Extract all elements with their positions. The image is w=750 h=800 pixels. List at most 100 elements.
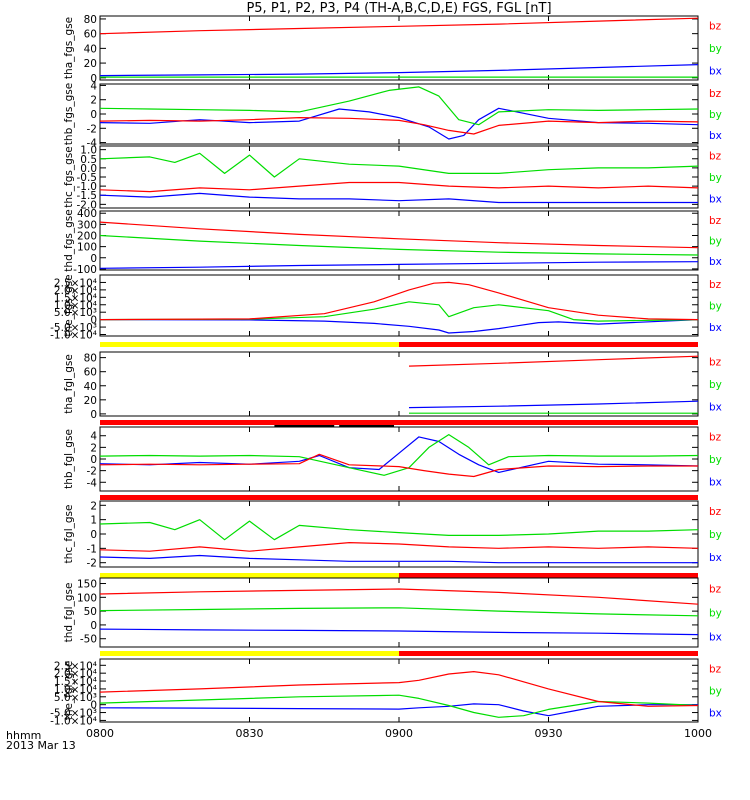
legend-by: by (709, 43, 722, 55)
legend-by: by (709, 686, 722, 698)
legend-by: by (709, 301, 722, 313)
legend-bx: bx (709, 552, 722, 564)
series-by (99, 434, 699, 476)
x-tick-label: 0800 (86, 727, 114, 740)
y-tick-label: 200 (77, 230, 97, 242)
y-tick-label: 60 (84, 29, 97, 41)
legend-bx: bx (709, 256, 722, 268)
series-by (99, 86, 699, 126)
status-bar-red (399, 651, 698, 656)
series-by (99, 234, 699, 256)
legend-bz: bz (709, 583, 722, 595)
y-tick-label: 2.5×10⁴ (54, 660, 97, 672)
time-axis-date: 2013 Mar 13 (6, 739, 76, 752)
y-tick-label: 0 (90, 620, 97, 632)
status-bar-yellow (100, 573, 399, 578)
panel-frame (99, 500, 699, 568)
legend-by: by (709, 379, 722, 391)
panel-tha_fgl_gse: 80 60 40 20 0 tha_fgl_gse bz by bx (63, 351, 722, 421)
series-bx (408, 400, 699, 409)
x-tick-label: 0830 (236, 727, 264, 740)
series-bz (99, 588, 699, 605)
status-bar-black (274, 425, 335, 427)
y-tick-label: -2 (87, 558, 97, 570)
legend-bz: bz (709, 279, 722, 291)
y-tick-label: 0 (90, 253, 97, 265)
y-tick-label: 1 (90, 515, 97, 527)
y-axis-label: thc_fgl_gse (63, 505, 75, 564)
y-axis-label: thd_fgs_gse (63, 209, 75, 271)
status-bar-red (399, 573, 698, 578)
legend-by: by (709, 608, 722, 620)
y-tick-label: -50 (80, 634, 97, 646)
y-tick-label: 2 (90, 442, 97, 454)
y-tick-label: -2 (87, 466, 97, 478)
series-bx (99, 261, 699, 269)
series-by (99, 519, 699, 541)
panel-frame (99, 15, 699, 81)
y-tick-label: 1.5×10⁴ (54, 292, 97, 304)
series-bz (99, 221, 699, 249)
legend-bx: bx (709, 130, 722, 142)
legend-bx: bx (709, 708, 722, 720)
legend-bz: bz (709, 432, 722, 444)
series-bz (99, 541, 699, 552)
series-bx (99, 628, 699, 636)
status-bar-red (100, 420, 698, 425)
y-tick-label: 60 (84, 367, 97, 379)
panel-thc_fgl_gse: 2 1 0 -1 -2 thc_fgl_gse bz by bx (63, 500, 722, 569)
y-tick-label: -2 (87, 123, 97, 135)
series-by (99, 152, 699, 178)
series-bz (99, 116, 699, 135)
legend-bx: bx (709, 65, 722, 77)
y-tick-label: 2.5×10⁴ (54, 277, 97, 289)
y-tick-label: -5.0×10³ (50, 322, 97, 334)
series-by (99, 301, 699, 322)
y-tick-label: 2.0×10⁴ (54, 668, 97, 680)
y-tick-label: -5.0×10³ (50, 708, 97, 720)
status-bar-red (100, 495, 698, 500)
y-tick-label: 1.5×10⁴ (54, 676, 97, 688)
y-tick-label: -1.0×10⁴ (50, 330, 97, 342)
series-bz (99, 281, 699, 321)
legend-bz: bz (709, 88, 722, 100)
y-tick-label: 0 (90, 700, 97, 712)
y-tick-label: 1.0×10⁴ (54, 684, 97, 696)
y-tick-label: 4 (90, 80, 97, 92)
y-tick-label: 150 (77, 579, 97, 591)
y-axis-label: tha_fgl_gse (63, 354, 75, 414)
panel-thb_fgl_gse: 420-2-4 thb_fgl_gse bz by bx (63, 426, 722, 492)
legend-bx: bx (709, 401, 722, 413)
time-axis-label: hhmm (6, 729, 42, 742)
panel-thb_fgs_gse: 4 2 0 -2 -4 thb_fgs_gse bz by bx (63, 80, 722, 149)
legend-bz: bz (709, 506, 722, 518)
legend-by: by (709, 236, 722, 248)
series-bz (408, 355, 699, 367)
y-tick-label: 2.0×10⁴ (54, 285, 97, 297)
y-tick-label: 0 (90, 109, 97, 121)
y-tick-label: 2 (90, 500, 97, 512)
panel-frame (99, 83, 699, 145)
status-bar-yellow (100, 342, 399, 347)
legend-by: by (709, 529, 722, 541)
panel-frame (99, 274, 699, 337)
series-bz (99, 453, 698, 478)
y-tick-label: 0 (90, 454, 97, 466)
legend-by: by (709, 454, 722, 466)
panel-the_fgs_gse: 2.5×10⁴2.0×10⁴1.5×10⁴1.0×10⁴5.0×10³0-5.0… (50, 274, 722, 341)
y-tick-label: 4 (90, 431, 97, 443)
y-tick-label: 2 (90, 95, 97, 107)
series-by (99, 607, 699, 617)
y-tick-label: 0 (90, 529, 97, 541)
y-tick-label: -0.5 (77, 172, 98, 184)
y-axis-label: the_fgs_gse (63, 274, 75, 336)
panel-frame (99, 426, 699, 492)
y-axis-label: thd_fgl_gse (63, 583, 75, 643)
y-tick-label: 1.0 (80, 145, 97, 157)
y-tick-label: 40 (84, 43, 97, 55)
y-tick-label: -100 (73, 264, 97, 276)
legend-bz: bz (709, 150, 722, 162)
series-bx (99, 107, 699, 140)
